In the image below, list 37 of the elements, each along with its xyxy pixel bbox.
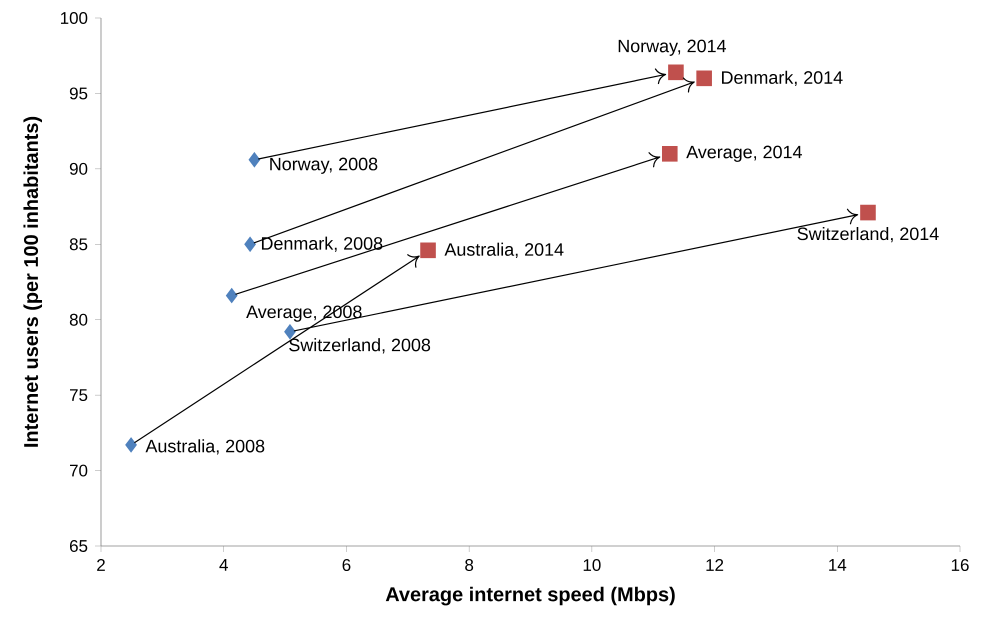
x-tick-label: 12 [706, 559, 724, 571]
point [244, 236, 256, 252]
y-tick-label: 65 [70, 540, 88, 552]
point [668, 64, 684, 80]
y-tick-label: 75 [70, 389, 88, 402]
annotation: Switzerland, 2014 [798, 226, 939, 242]
y-tick-label: 90 [70, 162, 88, 175]
annotation: Australia, 2014 [444, 242, 564, 258]
annotation: Switzerland, 2008 [289, 338, 430, 354]
annotation: Denmark, 2014 [722, 70, 843, 86]
x-tick-label: 2 [97, 559, 105, 571]
annotation: Average, 2014 [686, 146, 802, 162]
point [226, 288, 238, 304]
point [662, 146, 678, 162]
x-tick-label: 16 [952, 559, 969, 572]
y-tick-label: 85 [70, 238, 88, 250]
annotation: Norway, 2008 [270, 158, 378, 174]
point [248, 152, 260, 168]
x-tick-label: 14 [829, 559, 846, 571]
x-tick-label: 6 [342, 559, 350, 572]
x-tick-label: 4 [219, 559, 228, 571]
point [860, 204, 876, 220]
y-tick-label: 70 [70, 464, 88, 477]
annotation: Denmark, 2008 [262, 236, 382, 252]
y-tick-label: 95 [70, 87, 88, 100]
x-tick-label: 8 [465, 559, 474, 572]
annotation: Norway, 2014 [618, 40, 726, 56]
point [284, 324, 296, 340]
annotation: Australia, 2008 [145, 439, 264, 455]
x-tick-label: 10 [584, 559, 601, 572]
y-tick-label: 100 [60, 12, 88, 24]
point [125, 437, 137, 453]
x-axis-title: Average internet speed (Mbps) [386, 586, 675, 606]
y-tick-label: 80 [70, 314, 88, 326]
point [420, 242, 436, 258]
y-axis-title: Internet users (per 100 inhabitants) [23, 116, 42, 447]
point [696, 70, 712, 86]
